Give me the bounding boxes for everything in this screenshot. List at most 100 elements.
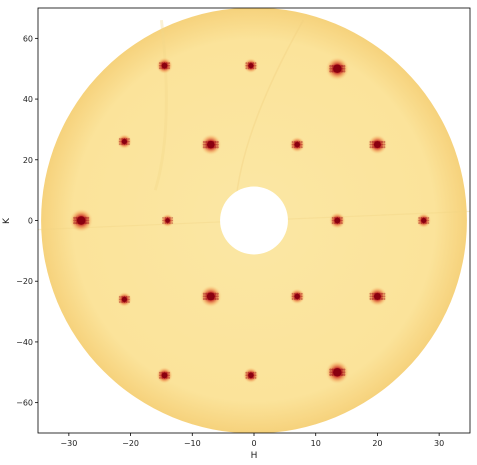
peak-satellite (331, 64, 334, 68)
x-tick-label: −20 (122, 439, 139, 448)
peak-satellite (128, 138, 130, 140)
peak-satellite (300, 141, 303, 143)
peak-satellite (202, 292, 206, 295)
y-tick-label: 0 (28, 217, 33, 226)
peak-satellite (252, 67, 255, 70)
peak-satellite (168, 67, 171, 70)
peak-satellite (252, 376, 255, 379)
peak-satellite (254, 62, 257, 65)
peak-satellite (420, 222, 423, 225)
y-tick-label: −40 (16, 338, 33, 347)
peak-satellite (380, 146, 384, 149)
peak-satellite (216, 292, 219, 295)
peak-satellite (125, 138, 128, 140)
peak-satellite (168, 64, 171, 67)
peak-satellite (216, 295, 219, 298)
peak-satellite (247, 67, 250, 70)
peak-core (77, 216, 86, 225)
peak-satellite (214, 295, 217, 298)
y-tick-label: 20 (23, 156, 33, 165)
y-tick-label: 60 (23, 34, 33, 43)
peak-core (248, 63, 254, 69)
bragg-peak (200, 133, 222, 156)
peak-satellite (73, 219, 76, 222)
x-tick-label: −10 (184, 439, 201, 448)
beamstop-hole (220, 186, 288, 255)
bragg-peak (199, 285, 222, 308)
plot-area (38, 8, 470, 433)
peak-satellite (171, 219, 174, 222)
peak-satellite (216, 140, 219, 144)
peak-satellite (254, 376, 257, 379)
peak-satellite (245, 374, 248, 377)
peak-satellite (340, 222, 343, 225)
y-tick-label: −20 (16, 277, 33, 286)
x-axis: −30 −20 −10 0 10 20 30 (60, 433, 444, 448)
streak-arc (153, 19, 168, 191)
peak-satellite (128, 301, 130, 303)
bragg-peak (367, 134, 388, 155)
peak-satellite (331, 222, 334, 225)
peak-satellite (369, 295, 372, 298)
peak-satellite (118, 298, 121, 301)
peak-core (373, 141, 381, 149)
peak-satellite (205, 140, 208, 144)
peak-satellite (245, 64, 248, 67)
bragg-peak (116, 133, 132, 150)
peak-core (333, 64, 342, 73)
peak-satellite (121, 295, 124, 298)
peak-satellite (205, 143, 208, 146)
peak-satellite (380, 295, 384, 298)
peak-satellite (216, 297, 219, 301)
peak-satellite (158, 374, 161, 377)
peak-satellite (168, 371, 171, 374)
peak-satellite (380, 297, 384, 301)
peak-satellite (128, 140, 130, 143)
peak-satellite (202, 146, 206, 149)
peak-satellite (293, 141, 296, 143)
bragg-peak (325, 360, 350, 385)
peak-satellite (331, 70, 334, 73)
peak-satellite (75, 216, 78, 220)
peak-satellite (84, 221, 88, 225)
bragg-peak (116, 291, 132, 308)
peak-core (121, 139, 127, 145)
peak-satellite (369, 146, 372, 149)
peak-satellite (214, 292, 217, 295)
x-tick-label: 20 (372, 439, 382, 448)
peak-satellite (298, 141, 301, 143)
peak-core (161, 372, 168, 379)
peak-satellite (128, 295, 130, 298)
peak-satellite (128, 143, 130, 146)
y-axis-label: K (2, 217, 12, 224)
peak-satellite (369, 140, 372, 144)
peak-core (165, 218, 170, 223)
peak-satellite (162, 219, 164, 222)
y-axis: 60 40 20 0 −20 −40 −60 (16, 34, 38, 408)
peak-satellite (205, 295, 208, 298)
peak-satellite (300, 143, 303, 146)
peak-satellite (293, 298, 296, 300)
peak-satellite (214, 146, 217, 149)
bragg-peak (325, 56, 350, 81)
peak-satellite (329, 70, 332, 73)
peak-core (121, 296, 127, 302)
peak-satellite (371, 140, 374, 144)
peak-satellite (371, 143, 374, 146)
peak-satellite (427, 222, 430, 225)
bragg-peak (160, 213, 175, 228)
bragg-peak (328, 212, 346, 229)
peak-core (334, 217, 341, 224)
peak-satellite (84, 216, 88, 220)
peak-satellite (383, 143, 386, 146)
peak-core (373, 292, 381, 300)
peak-satellite (86, 219, 90, 222)
peak-satellite (340, 70, 344, 73)
peak-satellite (369, 292, 372, 295)
peak-satellite (168, 376, 171, 379)
peak-satellite (291, 292, 294, 295)
peak-satellite (158, 62, 161, 65)
peak-satellite (343, 64, 346, 68)
x-axis-label: H (251, 451, 258, 461)
